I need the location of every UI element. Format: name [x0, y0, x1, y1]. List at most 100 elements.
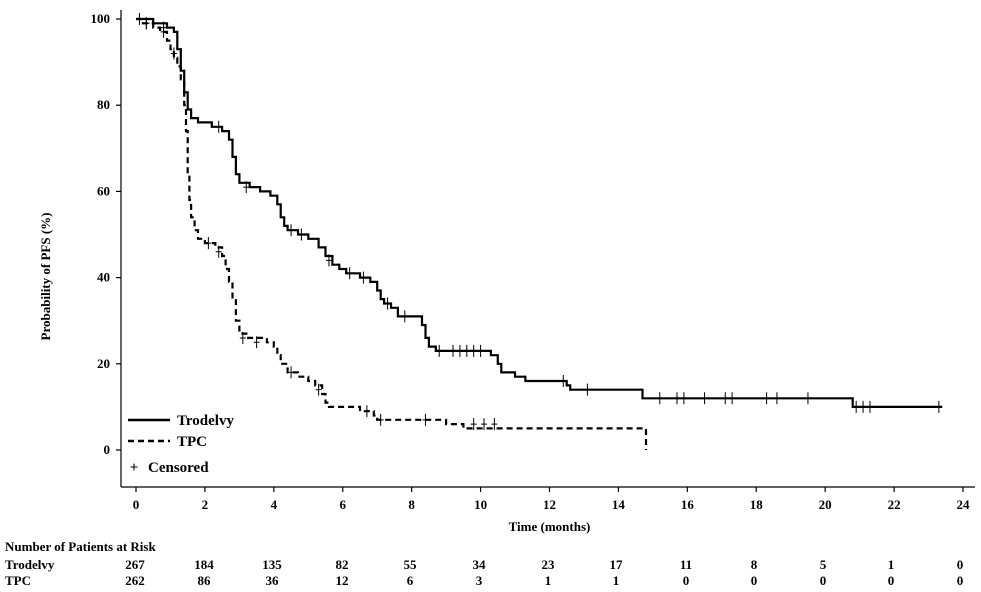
censor-mark-trodelvy	[866, 400, 873, 413]
censor-mark-trodelvy	[729, 392, 736, 405]
censor-mark-tpc	[215, 245, 222, 258]
risk-value-tpc: 0	[751, 573, 758, 588]
x-tick-label: 4	[271, 497, 278, 512]
censored-symbol: +	[130, 460, 139, 476]
censor-mark-trodelvy	[243, 181, 250, 194]
censor-mark-tpc	[491, 418, 498, 431]
x-tick-label: 16	[681, 497, 695, 512]
censor-mark-trodelvy	[656, 392, 663, 405]
censor-mark-trodelvy	[450, 344, 457, 357]
censor-mark-trodelvy	[673, 392, 680, 405]
x-tick-label: 22	[888, 497, 901, 512]
censor-mark-trodelvy	[935, 400, 942, 413]
censor-mark-trodelvy	[680, 392, 687, 405]
risk-value-tpc: 0	[820, 573, 827, 588]
x-tick-label: 2	[202, 497, 209, 512]
risk-value-trodelvy: 11	[680, 557, 692, 572]
censor-mark-tpc	[253, 336, 260, 349]
x-tick-label: 10	[474, 497, 487, 512]
risk-value-tpc: 0	[683, 573, 690, 588]
censor-mark-trodelvy	[470, 344, 477, 357]
censor-mark-trodelvy	[360, 271, 367, 284]
risk-value-trodelvy: 8	[751, 557, 758, 572]
risk-value-trodelvy: 267	[125, 557, 145, 572]
risk-value-tpc: 36	[266, 573, 280, 588]
x-tick-label: 0	[133, 497, 140, 512]
risk-value-tpc: 1	[613, 573, 620, 588]
risk-table: Number of Patients at Risk Trodelvy 267 18…	[5, 539, 963, 588]
censor-mark-trodelvy	[701, 392, 708, 405]
risk-value-trodelvy: 5	[820, 557, 827, 572]
risk-value-trodelvy: 1	[888, 557, 895, 572]
x-tick-label: 14	[612, 497, 626, 512]
censor-mark-tpc	[377, 413, 384, 426]
censor-mark-tpc	[481, 418, 488, 431]
risk-value-tpc: 86	[198, 573, 212, 588]
censor-mark-trodelvy	[346, 267, 353, 280]
censor-mark-trodelvy	[325, 254, 332, 267]
censor-mark-trodelvy	[298, 228, 305, 241]
censor-mark-trodelvy	[773, 392, 780, 405]
risk-value-tpc: 1	[545, 573, 552, 588]
risk-value-tpc: 12	[336, 573, 349, 588]
censor-mark-trodelvy	[477, 344, 484, 357]
censor-mark-tpc	[470, 418, 477, 431]
x-tick-label: 6	[340, 497, 347, 512]
risk-value-tpc: 3	[476, 573, 483, 588]
censor-mark-trodelvy	[763, 392, 770, 405]
x-axis-label: Time (months)	[509, 519, 591, 534]
risk-value-tpc: 0	[957, 573, 964, 588]
censor-mark-tpc	[160, 25, 167, 38]
risk-value-trodelvy: 135	[262, 557, 282, 572]
x-tick-label: 8	[408, 497, 415, 512]
censor-mark-tpc	[315, 383, 322, 396]
censor-mark-trodelvy	[215, 120, 222, 133]
censor-mark-trodelvy	[560, 375, 567, 388]
risk-value-trodelvy: 82	[336, 557, 349, 572]
x-ticks: 0 2 4 6 8 10 12 14 16 18 20 22 24	[133, 487, 970, 512]
censor-mark-tpc	[288, 366, 295, 379]
y-tick-label: 80	[97, 97, 110, 112]
censor-mark-tpc	[170, 47, 177, 60]
risk-value-tpc: 0	[888, 573, 895, 588]
censor-mark-trodelvy	[584, 383, 591, 396]
y-tick-label: 20	[97, 356, 110, 371]
series-layer	[136, 13, 943, 450]
censor-mark-trodelvy	[436, 344, 443, 357]
risk-value-tpc: 6	[407, 573, 414, 588]
censor-mark-trodelvy	[401, 310, 408, 323]
risk-table-title: Number of Patients at Risk	[5, 539, 156, 554]
censor-mark-trodelvy	[288, 224, 295, 237]
risk-row-label-tpc: TPC	[5, 573, 31, 588]
x-tick-label: 18	[750, 497, 764, 512]
legend-label-tpc: TPC	[177, 434, 207, 450]
series-line-tpc	[136, 17, 648, 450]
y-axis-label: Probability of PFS (%)	[38, 213, 53, 341]
risk-value-trodelvy: 17	[610, 557, 624, 572]
legend: Trodelvy TPC + Censored	[128, 413, 234, 476]
censor-mark-trodelvy	[463, 344, 470, 357]
censor-mark-trodelvy	[384, 297, 391, 310]
censor-mark-trodelvy	[860, 400, 867, 413]
censor-mark-trodelvy	[804, 392, 811, 405]
y-tick-label: 60	[97, 183, 110, 198]
risk-value-trodelvy: 23	[542, 557, 556, 572]
x-tick-label: 20	[819, 497, 832, 512]
censor-mark-tpc	[205, 237, 212, 250]
legend-label-censored: Censored	[148, 460, 209, 476]
x-tick-label: 12	[543, 497, 556, 512]
legend-label-trodelvy: Trodelvy	[177, 413, 234, 429]
risk-row-label-trodelvy: Trodelvy	[5, 557, 55, 572]
censor-mark-tpc	[363, 405, 370, 418]
y-tick-label: 40	[97, 270, 110, 285]
censor-mark-trodelvy	[853, 400, 860, 413]
x-tick-label: 24	[957, 497, 971, 512]
y-tick-label: 0	[104, 442, 111, 457]
risk-value-tpc: 262	[125, 573, 145, 588]
censor-mark-tpc	[422, 413, 429, 426]
risk-value-trodelvy: 184	[194, 557, 214, 572]
y-ticks: 0 20 40 60 80 100	[91, 11, 121, 457]
series-line-trodelvy	[136, 17, 943, 408]
